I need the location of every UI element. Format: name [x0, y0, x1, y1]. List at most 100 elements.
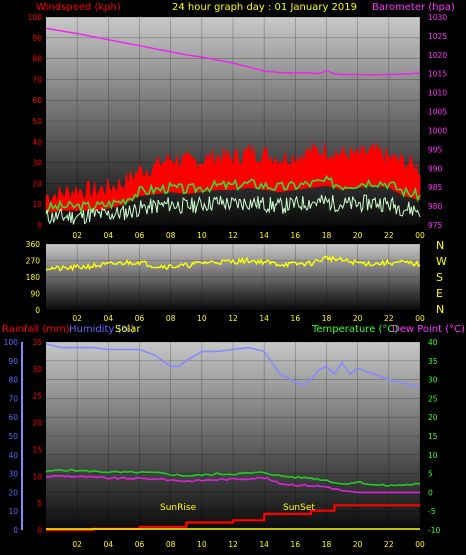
x-tick-label-mid: 02 — [72, 314, 82, 323]
humidity-tick-label: 100 — [4, 338, 19, 347]
x-tick-label-bottom: 12 — [228, 540, 238, 549]
windspeed-tick-label: 80 — [32, 55, 42, 64]
rainfall-tick-label: 15 — [32, 445, 42, 454]
temperature-tick-label: 25 — [428, 394, 438, 403]
barometer-tick-label: 1005 — [428, 108, 447, 117]
windspeed-tick-label: 20 — [32, 179, 42, 188]
rainfall-axis-label: Rainfall (mm) — [2, 324, 70, 335]
x-tick-label-top: 04 — [104, 231, 114, 240]
x-tick-label-bottom: 20 — [353, 540, 363, 549]
rainfall-tick-label: 25 — [32, 392, 42, 401]
avg-wind-series — [45, 174, 421, 215]
windspeed-tick-label: 50 — [32, 117, 42, 126]
direction-tick-label: 90 — [30, 290, 40, 299]
temperature-tick-label: 10 — [428, 451, 438, 460]
x-tick-label-bottom: 18 — [322, 540, 332, 549]
x-tick-label-bottom: 00 — [415, 540, 425, 549]
x-tick-label-top: 14 — [259, 231, 269, 240]
compass-n-bottom: N — [436, 303, 444, 316]
x-tick-label-bottom: 04 — [104, 540, 114, 549]
wind-direction-series — [45, 255, 421, 272]
humidity-series — [45, 343, 421, 388]
sunset-label: SunSet — [283, 503, 315, 513]
humidity-tick-label: 40 — [8, 451, 18, 460]
humidity-tick-label: 30 — [8, 470, 18, 479]
humidity-axis-label: Humidity (%) — [69, 324, 135, 335]
barometer-tick-label: 1020 — [428, 51, 447, 60]
rain-temp-plot-area — [46, 342, 420, 530]
x-tick-label-mid: 00 — [415, 314, 425, 323]
x-tick-label-bottom: 10 — [197, 540, 207, 549]
temperature-tick-label: 35 — [428, 357, 438, 366]
x-tick-label-bottom: 06 — [135, 540, 145, 549]
direction-tick-label: 180 — [26, 273, 41, 282]
x-tick-label-mid: 22 — [384, 314, 394, 323]
x-tick-label-top: 06 — [135, 231, 145, 240]
x-tick-label-bottom: 08 — [166, 540, 176, 549]
x-tick-label-top: 08 — [166, 231, 176, 240]
windspeed-tick-label: 70 — [32, 75, 42, 84]
x-tick-label-top: 02 — [72, 231, 82, 240]
barometer-tick-label: 990 — [428, 164, 443, 173]
compass-n-top: N — [436, 239, 444, 252]
barometer-tick-label: 1025 — [428, 32, 447, 41]
x-tick-label-mid: 18 — [322, 314, 332, 323]
windspeed-tick-label: 100 — [28, 13, 43, 22]
barometer-series — [45, 27, 421, 76]
windspeed-tick-label: 30 — [32, 159, 42, 168]
barometer-tick-label: 1030 — [428, 13, 447, 22]
rainfall-tick-label: 0 — [37, 526, 42, 535]
barometer-tick-label: 975 — [428, 221, 443, 230]
barometer-tick-label: 995 — [428, 145, 443, 154]
windspeed-tick-label: 10 — [32, 200, 42, 209]
x-tick-label-mid: 04 — [104, 314, 114, 323]
x-tick-label-bottom: 14 — [259, 540, 269, 549]
rainfall-tick-label: 5 — [37, 499, 42, 508]
wind-speed-series — [45, 194, 421, 225]
x-tick-label-top: 10 — [197, 231, 207, 240]
compass-s: S — [436, 271, 443, 284]
rainfall-tick-label: 20 — [32, 419, 42, 428]
humidity-tick-label: 90 — [8, 357, 18, 366]
direction-tick-label: 0 — [35, 306, 40, 315]
rainfall-tick-label: 35 — [32, 338, 42, 347]
barometer-tick-label: 980 — [428, 202, 443, 211]
humidity-tick-label: 50 — [8, 432, 18, 441]
dewpoint-series — [45, 474, 420, 494]
x-tick-label-mid: 20 — [353, 314, 363, 323]
x-tick-label-top: 22 — [384, 231, 394, 240]
temperature-tick-label: 5 — [428, 470, 433, 479]
rainfall-tick-label: 10 — [32, 472, 42, 481]
sunrise-label: SunRise — [160, 503, 197, 513]
x-tick-label-mid: 16 — [291, 314, 301, 323]
direction-tick-label: 270 — [26, 257, 41, 266]
direction-tick-label: 360 — [26, 240, 41, 249]
humidity-tick-label: 20 — [8, 488, 18, 497]
barometer-tick-label: 985 — [428, 183, 443, 192]
direction-plot-area — [46, 244, 420, 310]
windspeed-tick-label: 60 — [32, 96, 42, 105]
compass-e: E — [436, 287, 443, 300]
temperature-series — [45, 468, 421, 487]
x-tick-label-top: 20 — [353, 231, 363, 240]
temperature-tick-label: 30 — [428, 376, 438, 385]
x-tick-label-top: 00 — [415, 231, 425, 240]
temperature-tick-label: -5 — [428, 507, 436, 516]
barometer-axis-label: Barometer (hpa) — [372, 2, 455, 13]
x-tick-label-top: 12 — [228, 231, 238, 240]
humidity-tick-label: 70 — [8, 394, 18, 403]
windspeed-tick-label: 40 — [32, 138, 42, 147]
humidity-tick-label: 60 — [8, 413, 18, 422]
dewpoint-axis-label: Dew Point (°C) — [392, 324, 465, 335]
temperature-tick-label: -10 — [428, 526, 440, 535]
barometer-tick-label: 1015 — [428, 70, 447, 79]
x-tick-label-mid: 14 — [259, 314, 269, 323]
x-tick-label-mid: 06 — [135, 314, 145, 323]
temperature-tick-label: 20 — [428, 413, 438, 422]
x-tick-label-bottom: 02 — [72, 540, 82, 549]
x-tick-label-mid: 12 — [228, 314, 238, 323]
x-tick-label-top: 18 — [322, 231, 332, 240]
temperature-tick-label: 40 — [428, 338, 438, 347]
x-tick-label-top: 16 — [291, 231, 301, 240]
